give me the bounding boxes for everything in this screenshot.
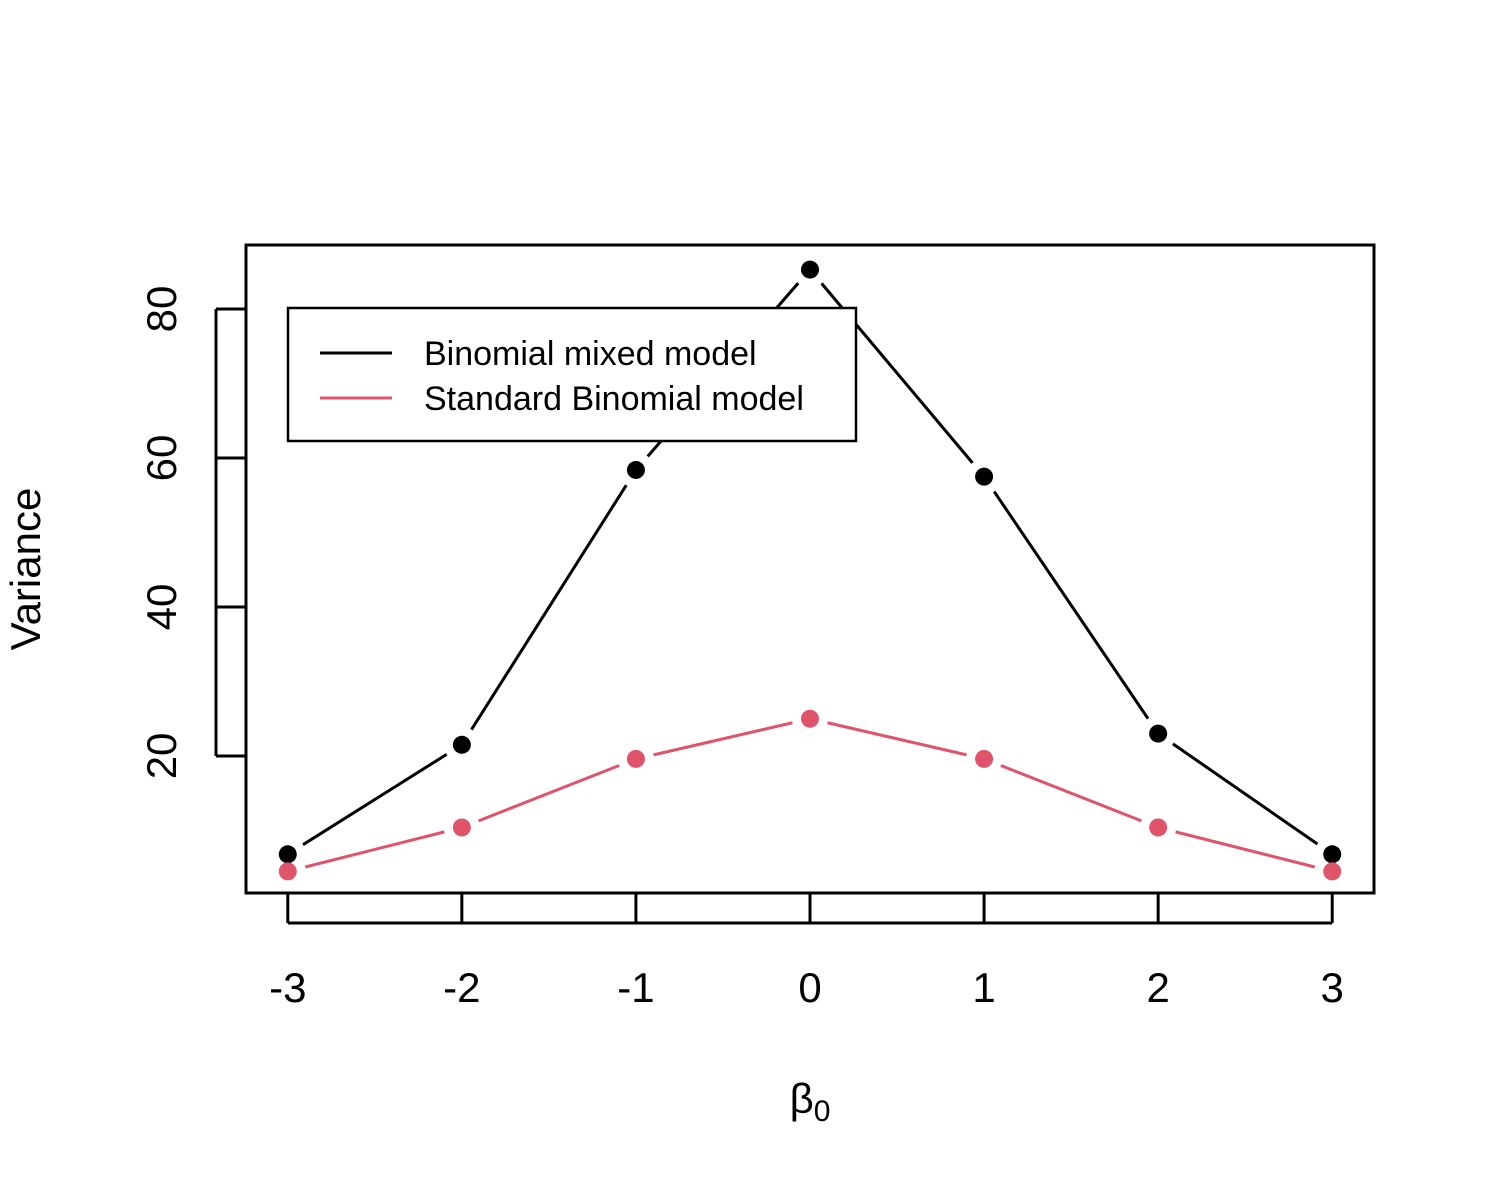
series-segment [470, 484, 628, 731]
x-axis-title: β0 [790, 1075, 831, 1128]
x-tick-label: 2 [1146, 964, 1169, 1011]
y-axis-title: Variance [2, 488, 49, 651]
data-point [975, 749, 994, 768]
series-segment [653, 721, 793, 757]
x-axis: -3 -2 -1 0 1 2 3 [269, 893, 1344, 1011]
series-segment [827, 721, 967, 757]
data-point [1149, 818, 1168, 837]
data-point [975, 467, 994, 486]
x-axis-title-main: β [790, 1075, 814, 1122]
x-tick-label: 0 [798, 964, 821, 1011]
y-tick-label: 80 [138, 286, 185, 333]
x-tick-label: -2 [443, 964, 480, 1011]
data-point [801, 260, 819, 279]
data-point [452, 735, 471, 754]
data-point [452, 818, 471, 837]
data-point [626, 749, 645, 768]
series-segment [1175, 830, 1316, 869]
x-tick-label: -1 [617, 964, 654, 1011]
x-tick-label: 1 [972, 964, 995, 1011]
y-tick-label: 40 [138, 584, 185, 631]
series-segment [304, 830, 445, 869]
x-tick-label: 3 [1321, 964, 1344, 1011]
data-point [278, 845, 297, 864]
legend: Binomial mixed model Standard Binomial m… [286, 306, 858, 443]
y-tick-label: 20 [138, 733, 185, 780]
series-segment [302, 753, 448, 846]
legend-label-binomial-mixed: Binomial mixed model [424, 335, 757, 373]
data-point [1323, 845, 1342, 864]
data-point [278, 862, 297, 881]
y-axis: 20 40 60 80 [138, 286, 246, 780]
series-segment [1172, 742, 1319, 846]
legend-box [286, 306, 858, 443]
x-tick-label: -3 [269, 964, 306, 1011]
legend-label-standard-binomial: Standard Binomial model [424, 380, 804, 418]
x-axis-title-subscript: 0 [814, 1095, 831, 1128]
y-tick-label: 60 [138, 435, 185, 482]
data-point [1323, 862, 1342, 881]
series-segment [1000, 764, 1142, 823]
series-standard-binomial [278, 709, 1342, 881]
series-segment [992, 490, 1150, 720]
data-point [1149, 724, 1168, 743]
data-point [626, 460, 645, 479]
series-segment [478, 764, 620, 823]
data-point [801, 709, 819, 728]
